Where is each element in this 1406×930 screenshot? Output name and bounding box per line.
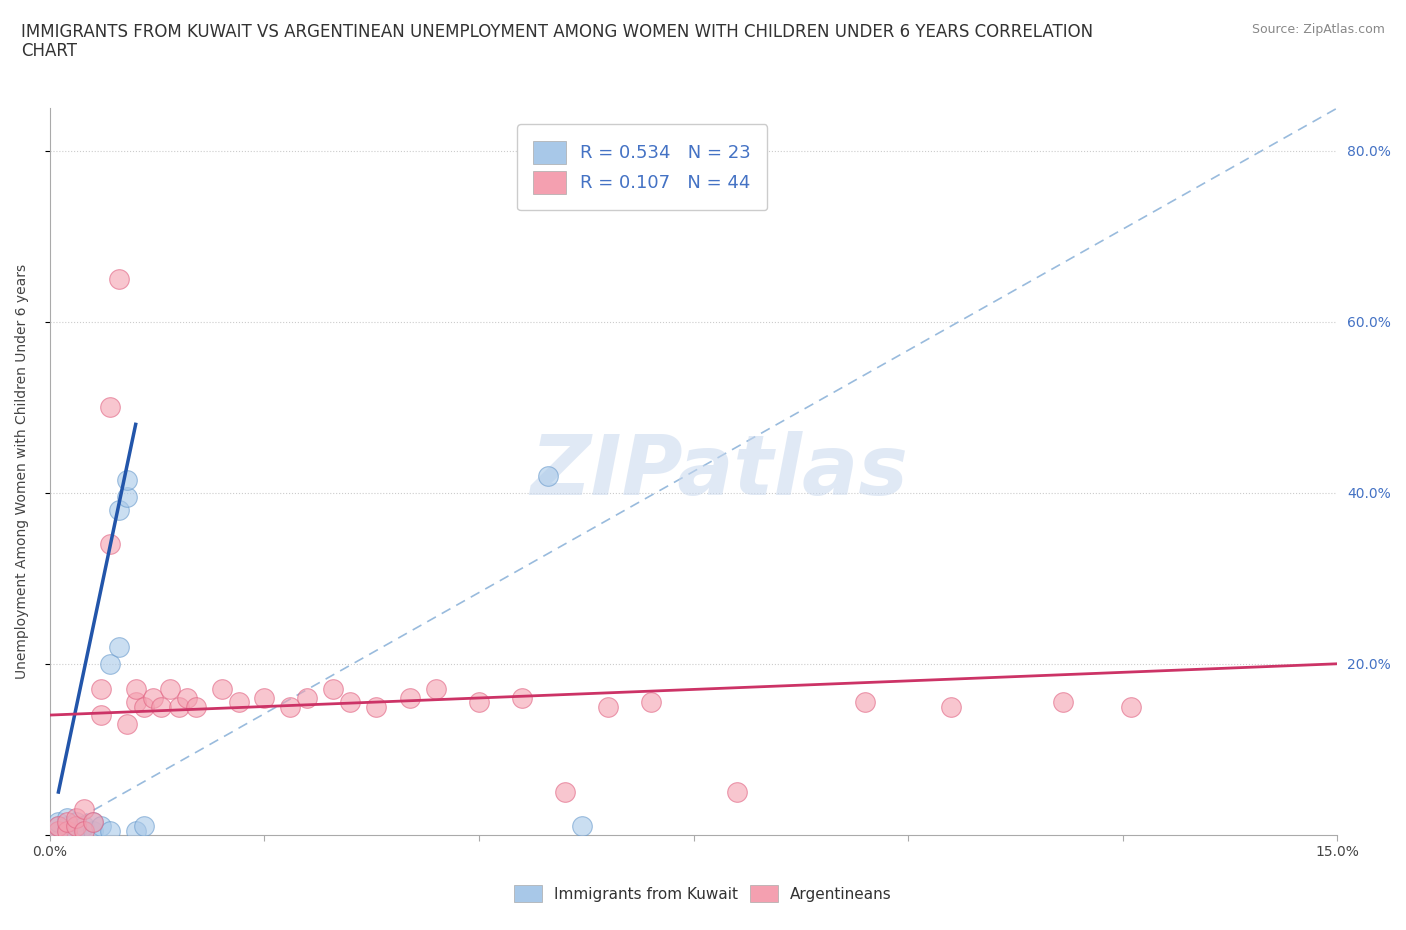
Point [56, 815, 79, 830]
Text: IMMIGRANTS FROM KUWAIT VS ARGENTINEAN UNEMPLOYMENT AMONG WOMEN WITH CHILDREN UND: IMMIGRANTS FROM KUWAIT VS ARGENTINEAN UN… [21, 23, 1094, 41]
Point [150, 699, 173, 714]
Point [939, 699, 962, 714]
Point [98, 537, 121, 551]
Point [399, 691, 422, 706]
Point [725, 785, 748, 800]
Point [82, 815, 104, 830]
Point [90, 818, 112, 833]
Point [124, 682, 146, 697]
Text: ZIPatlas: ZIPatlas [530, 431, 908, 512]
Point [364, 699, 387, 714]
Point [134, 818, 156, 833]
Point [56, 810, 79, 825]
Point [73, 823, 96, 838]
Point [90, 682, 112, 697]
Point [228, 695, 250, 710]
Point [554, 785, 576, 800]
Point [82, 815, 104, 830]
Point [48, 823, 70, 838]
Point [640, 695, 662, 710]
Point [115, 716, 138, 731]
Point [297, 691, 319, 706]
Point [167, 699, 190, 714]
Point [48, 823, 70, 838]
Point [56, 823, 79, 838]
Point [176, 691, 198, 706]
Legend: Immigrants from Kuwait, Argentineans: Immigrants from Kuwait, Argentineans [508, 879, 898, 909]
Point [73, 818, 96, 833]
Point [48, 815, 70, 830]
Point [48, 818, 70, 833]
Point [124, 823, 146, 838]
Point [1052, 695, 1074, 710]
Point [134, 699, 156, 714]
Point [65, 823, 87, 838]
Point [73, 802, 96, 817]
Point [253, 691, 276, 706]
Point [98, 400, 121, 415]
Point [82, 823, 104, 838]
Point [571, 818, 593, 833]
Point [596, 699, 619, 714]
Point [115, 472, 138, 487]
Point [65, 815, 87, 830]
Point [339, 695, 361, 710]
Legend: R = 0.534   N = 23, R = 0.107   N = 44: R = 0.534 N = 23, R = 0.107 N = 44 [517, 125, 768, 210]
Point [65, 818, 87, 833]
Point [98, 823, 121, 838]
Point [107, 639, 129, 654]
Y-axis label: Unemployment Among Women with Children Under 6 years: Unemployment Among Women with Children U… [15, 264, 30, 679]
Point [1121, 699, 1143, 714]
Point [184, 699, 207, 714]
Point [65, 810, 87, 825]
Point [124, 695, 146, 710]
Point [73, 823, 96, 838]
Point [322, 682, 344, 697]
Point [98, 657, 121, 671]
Point [142, 691, 165, 706]
Text: Source: ZipAtlas.com: Source: ZipAtlas.com [1251, 23, 1385, 36]
Point [56, 818, 79, 833]
Point [537, 468, 560, 483]
Point [90, 708, 112, 723]
Point [159, 682, 181, 697]
Point [48, 818, 70, 833]
Point [278, 699, 301, 714]
Point [853, 695, 876, 710]
Point [510, 691, 533, 706]
Point [468, 695, 491, 710]
Text: CHART: CHART [21, 42, 77, 60]
Point [425, 682, 447, 697]
Point [115, 489, 138, 504]
Point [107, 272, 129, 286]
Point [56, 823, 79, 838]
Point [211, 682, 233, 697]
Point [107, 502, 129, 517]
